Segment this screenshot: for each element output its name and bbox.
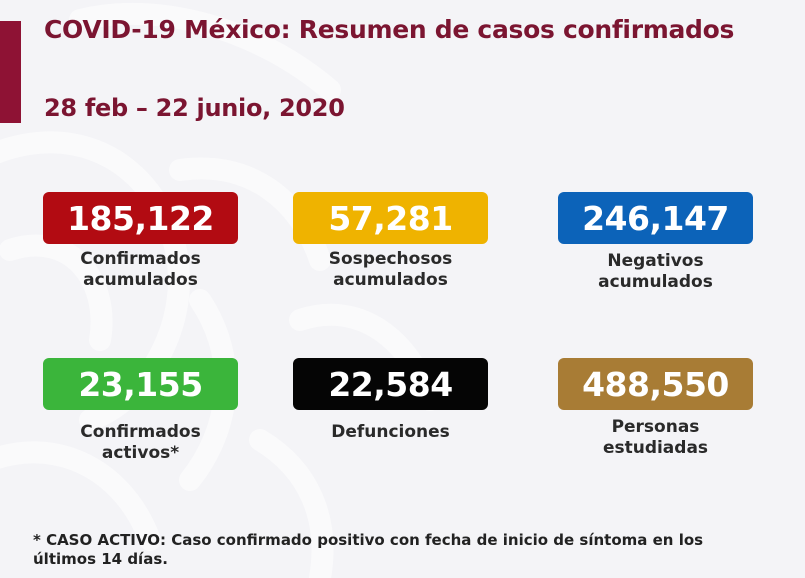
stat-label-line1: Confirmados — [80, 249, 201, 269]
page-title: COVID-19 México: Resumen de casos confir… — [44, 15, 735, 44]
stat-label-line1: Negativos — [607, 251, 704, 271]
stat-label: Personas estudiadas — [558, 417, 753, 459]
stat-label: Confirmados activos* — [43, 422, 238, 464]
stat-value-box: 488,550 — [558, 358, 753, 410]
card-sospechosos-acumulados: 57,281 Sospechosos acumulados — [293, 192, 488, 291]
stat-label: Sospechosos acumulados — [293, 249, 488, 291]
accent-bar — [0, 21, 21, 123]
footnote: * CASO ACTIVO: Caso confirmado positivo … — [33, 531, 773, 569]
stat-label: Confirmados acumulados — [43, 249, 238, 291]
date-range: 28 feb – 22 junio, 2020 — [44, 94, 345, 122]
stat-label-line2: acumulados — [333, 270, 448, 290]
card-confirmados-acumulados: 185,122 Confirmados acumulados — [43, 192, 238, 291]
stat-value-box: 57,281 — [293, 192, 488, 244]
stat-label-line1: Confirmados — [80, 422, 201, 442]
stat-label-line1: Personas — [611, 417, 700, 437]
stat-label-line1: Sospechosos — [328, 249, 453, 269]
stat-value-box: 185,122 — [43, 192, 238, 244]
stat-label-line2: acumulados — [598, 272, 713, 292]
card-confirmados-activos: 23,155 Confirmados activos* — [43, 358, 238, 464]
stat-label-line2: acumulados — [83, 270, 198, 290]
stat-label: Defunciones — [293, 422, 488, 443]
stat-value-box: 22,584 — [293, 358, 488, 410]
footnote-line1: * CASO ACTIVO: Caso confirmado positivo … — [33, 531, 704, 549]
stat-value-box: 246,147 — [558, 192, 753, 244]
card-defunciones: 22,584 Defunciones — [293, 358, 488, 443]
stat-label-line1: Defunciones — [331, 422, 450, 442]
card-personas-estudiadas: 488,550 Personas estudiadas — [558, 358, 753, 459]
stat-value-box: 23,155 — [43, 358, 238, 410]
stat-label: Negativos acumulados — [558, 251, 753, 293]
stat-label-line2: activos* — [101, 443, 180, 463]
footnote-line2: últimos 14 días. — [33, 550, 168, 568]
card-negativos-acumulados: 246,147 Negativos acumulados — [558, 192, 753, 293]
stat-label-line2: estudiadas — [602, 438, 709, 458]
